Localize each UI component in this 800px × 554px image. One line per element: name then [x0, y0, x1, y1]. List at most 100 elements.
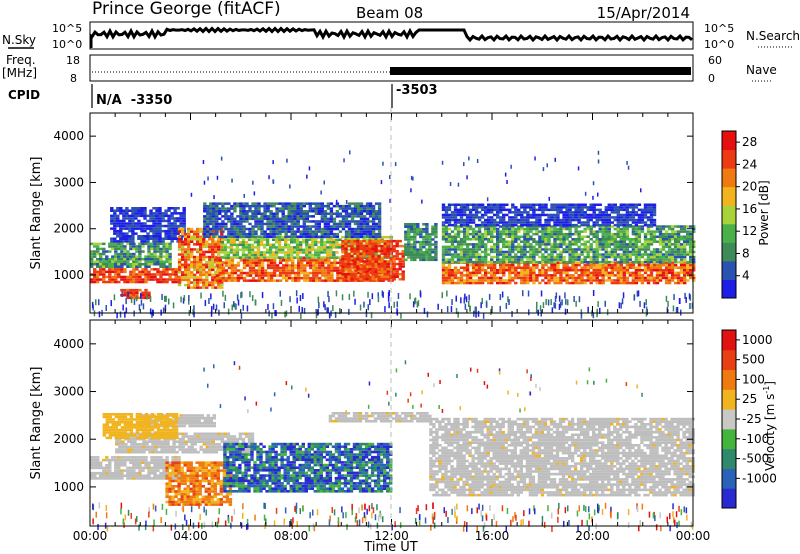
power-cell [652, 235, 657, 238]
power-cell [637, 255, 642, 259]
power-cell [514, 206, 518, 209]
power-cell [683, 253, 687, 256]
power-cell [152, 219, 156, 223]
power-cell [514, 253, 518, 256]
power-cell [245, 227, 249, 231]
power-cell [480, 225, 485, 228]
power-cell [462, 258, 467, 261]
power-cell [96, 247, 100, 251]
power-cell [502, 218, 506, 222]
power-cell [170, 207, 174, 210]
power-cell [369, 271, 373, 275]
power-cell [586, 266, 590, 269]
power-cell [616, 269, 620, 272]
power-cell [484, 258, 488, 261]
power-cell [96, 245, 100, 248]
power-cell [610, 271, 614, 275]
power-cell [532, 232, 536, 236]
power-cell [278, 210, 282, 213]
power-cell [134, 227, 138, 230]
power-cell [184, 266, 188, 269]
power-cell [205, 260, 209, 264]
power-cell [184, 255, 188, 259]
power-cell [132, 263, 136, 266]
power-cell [595, 281, 599, 285]
power-cell [589, 271, 593, 275]
power-cell [123, 278, 127, 281]
power-cell [465, 266, 470, 269]
power-cell [598, 281, 602, 285]
power-cell [544, 238, 548, 241]
power-cell [110, 237, 114, 240]
power-cell [335, 232, 340, 236]
power-cell [149, 227, 153, 230]
power-cell [484, 253, 488, 256]
power-cell [193, 278, 197, 282]
power-cell [474, 238, 479, 241]
power-cell [547, 238, 551, 241]
power-cell [338, 246, 342, 249]
power-cell [105, 270, 109, 274]
power-cell [281, 207, 285, 210]
power-cell [184, 232, 188, 236]
power-cell [413, 258, 417, 262]
power-cell [114, 265, 118, 268]
power-cell [544, 232, 548, 236]
power-cell [362, 235, 366, 239]
power-cell [484, 213, 488, 217]
power-cell [138, 278, 142, 281]
power-cell [553, 276, 557, 280]
power-cell [568, 235, 572, 238]
power-cell [453, 223, 458, 227]
power-cell [161, 212, 165, 215]
power-cell [628, 225, 633, 228]
power-cell [317, 220, 321, 223]
power-cell [477, 276, 482, 280]
power-cell [173, 212, 177, 215]
power-cell [622, 266, 627, 269]
power-cell [230, 232, 234, 236]
power-cell [428, 233, 432, 236]
power-cell [692, 225, 696, 228]
power-cell [114, 280, 118, 284]
power-cell [182, 209, 186, 212]
power-cell [535, 263, 539, 267]
power-cell [170, 232, 174, 235]
power-cell [164, 229, 168, 233]
power-cell [353, 262, 357, 266]
power-cell [312, 279, 316, 282]
power-cell [520, 266, 524, 269]
power-cell [320, 204, 324, 208]
power-cell [165, 245, 169, 248]
power-cell [538, 238, 542, 241]
power-cell [205, 263, 209, 266]
power-cell [128, 209, 132, 212]
power-cell [208, 248, 212, 251]
power-cell [502, 227, 506, 231]
power-cell [652, 255, 657, 259]
power-cell [155, 222, 159, 225]
power-cell [125, 214, 129, 218]
power-cell [211, 281, 215, 284]
power-cell [365, 207, 370, 210]
power-cell [383, 270, 387, 273]
power-cell [453, 216, 458, 219]
power-cell [196, 235, 200, 238]
power-cell [187, 245, 191, 249]
power-cell [248, 232, 252, 236]
power-cell [329, 207, 334, 210]
power-cell [395, 262, 399, 266]
power-cell [105, 260, 109, 263]
power-cell [619, 279, 623, 282]
power-cell [338, 243, 342, 247]
power-cell [484, 232, 488, 236]
power-cell [541, 223, 545, 227]
power-cell [392, 273, 396, 276]
power-cell [251, 225, 255, 228]
power-cell [143, 209, 147, 212]
power-cell [386, 252, 390, 256]
power-cell [484, 263, 488, 267]
power-cell [441, 238, 446, 241]
power-cell [372, 279, 376, 282]
power-cell [368, 255, 372, 258]
